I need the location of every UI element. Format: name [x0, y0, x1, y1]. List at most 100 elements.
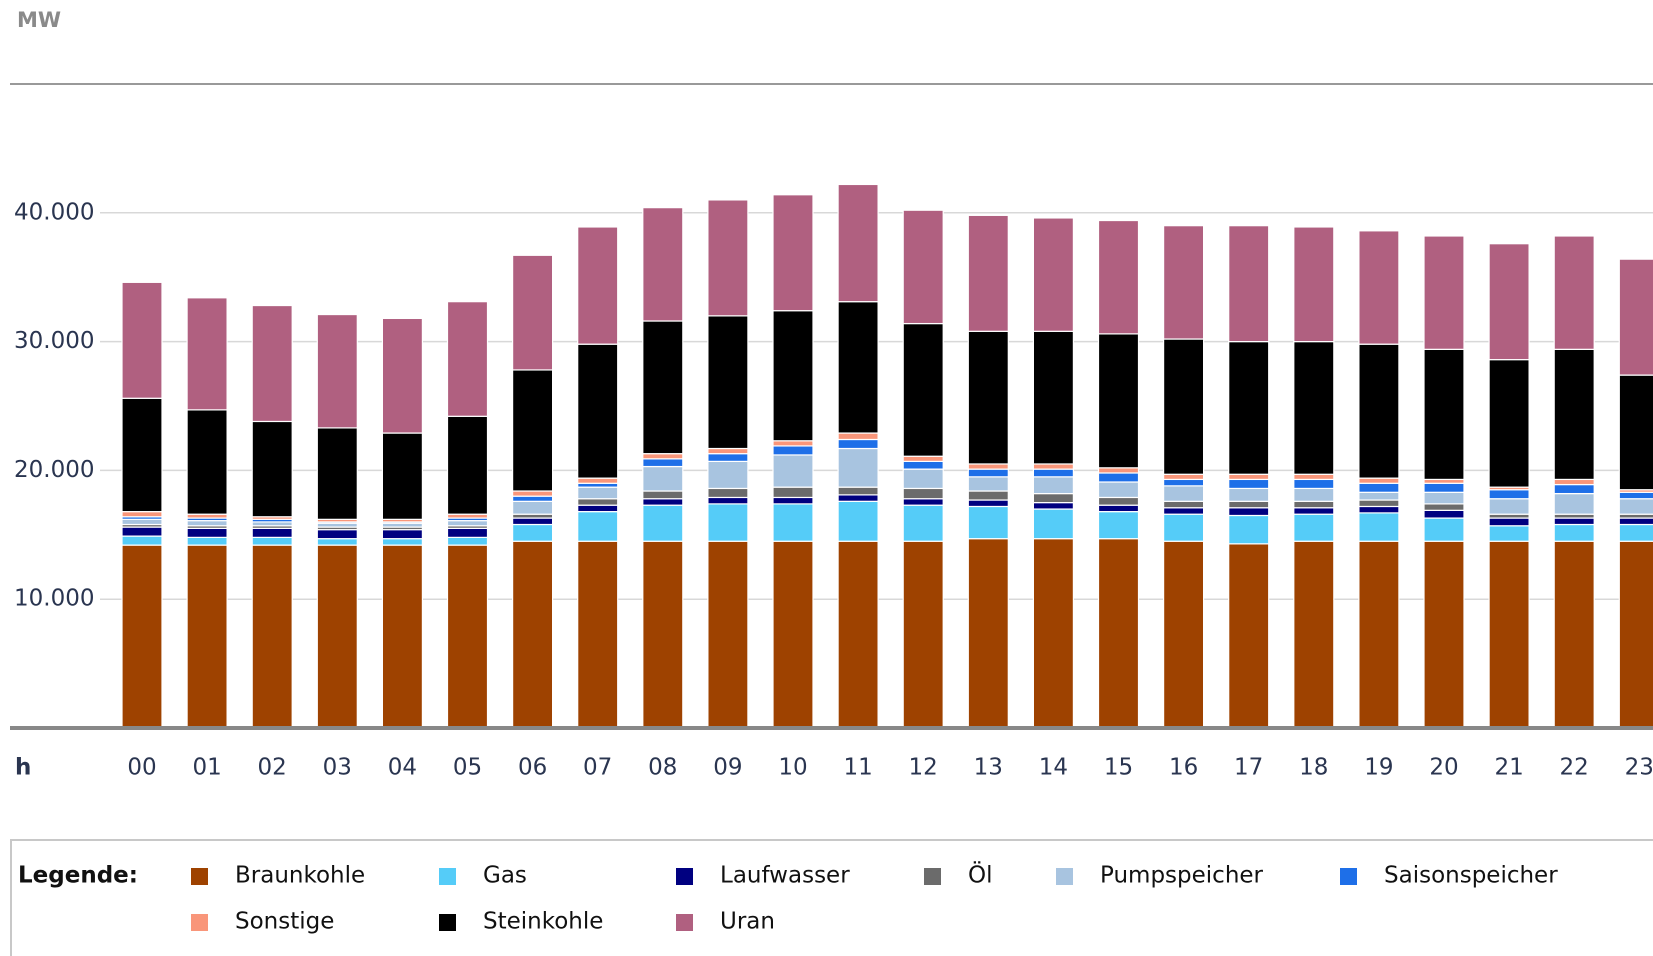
bar-segment — [837, 494, 879, 502]
x-tick-label: 19 — [1364, 755, 1393, 781]
legend-swatch — [191, 914, 208, 931]
legend-swatch — [439, 868, 456, 885]
x-tick-label: 05 — [453, 755, 482, 781]
x-tick-label: 09 — [713, 755, 742, 781]
bar-segment — [577, 226, 619, 345]
x-tick-label: 04 — [388, 755, 417, 781]
bar-segment — [1358, 540, 1400, 729]
x-tick-label: 23 — [1625, 755, 1653, 781]
bar-segment — [772, 310, 814, 442]
bar-segment — [642, 458, 684, 468]
bar-segment — [1228, 500, 1270, 509]
bar-segment — [1228, 225, 1270, 343]
bar-segment — [121, 518, 163, 526]
bar-segment — [837, 540, 879, 729]
bar-segment — [1358, 499, 1400, 508]
bar-segment — [772, 454, 814, 488]
bar-segment — [967, 499, 1009, 508]
x-tick-label: 17 — [1234, 755, 1263, 781]
bar-segment — [1293, 473, 1335, 481]
bar-segment — [511, 523, 554, 542]
bar-segment — [186, 409, 228, 515]
legend-box — [10, 839, 1653, 956]
bar-segment — [1358, 505, 1400, 514]
x-tick-label: 12 — [909, 755, 938, 781]
bar-segment — [251, 420, 293, 518]
bar-segment — [1488, 359, 1530, 488]
legend-label: Steinkohle — [483, 909, 603, 935]
bar-segment — [186, 527, 228, 538]
bar-segment — [967, 538, 1009, 729]
legend-swatch — [1056, 868, 1073, 885]
bar-segment — [577, 477, 619, 484]
bar-segment — [251, 544, 293, 729]
legend-label: Sonstige — [235, 909, 334, 935]
bar-segment — [511, 517, 554, 526]
bar-segment — [186, 544, 228, 729]
bar-segment — [967, 214, 1009, 332]
bar-segment — [1553, 235, 1595, 350]
y-axis-label: MW — [17, 8, 61, 32]
x-tick-label: 07 — [583, 755, 612, 781]
y-tick-label: 30.000 — [14, 328, 94, 354]
bar-segment — [316, 538, 358, 546]
bar-segment — [642, 498, 684, 506]
x-tick-label: 21 — [1494, 755, 1523, 781]
bar-segment — [1228, 473, 1270, 481]
bar-segment — [967, 468, 1009, 478]
x-tick-label: 03 — [323, 755, 352, 781]
bar-segment — [1162, 507, 1205, 515]
bar-segment — [186, 520, 228, 527]
bar-segment — [1032, 492, 1075, 504]
x-tick-label: 10 — [778, 755, 807, 781]
y-tick-label: 40.000 — [14, 199, 94, 225]
bar-segment — [1162, 485, 1205, 502]
bar-segment — [381, 544, 423, 729]
bar-segment — [121, 511, 163, 518]
bar-segment — [1162, 338, 1205, 475]
bar-segment — [1553, 348, 1595, 481]
bar-segment — [837, 486, 879, 496]
bar-segment — [902, 460, 944, 470]
bar-segment — [121, 535, 163, 546]
x-tick-label: 01 — [192, 755, 221, 781]
bar-segment — [1423, 540, 1465, 729]
x-tick-label: 02 — [258, 755, 287, 781]
bar-segment — [1488, 525, 1530, 542]
bar-segment — [1358, 482, 1400, 493]
bar-segment — [642, 453, 684, 460]
bar-segment — [1032, 468, 1075, 478]
bar-segment — [707, 199, 749, 317]
bar-segment — [1293, 513, 1335, 542]
legend-swatch — [1340, 868, 1357, 885]
bar-segment — [1162, 225, 1205, 340]
bar-segment — [577, 498, 619, 506]
x-tick-label: 15 — [1104, 755, 1133, 781]
legend-label: Saisonspeicher — [1384, 863, 1558, 889]
bar-segment — [1097, 219, 1140, 335]
bar-segment — [1097, 511, 1140, 540]
bar-segment — [1618, 258, 1653, 376]
bar-segment — [1293, 226, 1335, 343]
bar-segment — [1032, 502, 1075, 510]
legend-label: Öl — [968, 861, 993, 889]
bar-segment — [642, 320, 684, 455]
bar-segment — [1423, 503, 1465, 511]
bar-segment — [1097, 496, 1140, 506]
bar-segment — [1488, 540, 1530, 729]
bar-segment — [1358, 343, 1400, 479]
bar-segment — [446, 415, 489, 515]
x-axis-label: h — [15, 755, 31, 781]
bar-segment — [707, 487, 749, 499]
bar-segment — [642, 207, 684, 322]
bar-segment — [186, 536, 228, 546]
bar-segment — [1293, 500, 1335, 509]
bar-segment — [1618, 498, 1653, 515]
bar-segment — [1228, 543, 1270, 729]
bar-segment — [837, 500, 879, 542]
x-tick-label: 14 — [1039, 755, 1068, 781]
x-tick-label: 16 — [1169, 755, 1198, 781]
bar-segment — [1358, 230, 1400, 345]
bar-segment — [1097, 481, 1140, 499]
bar-segment — [1488, 489, 1530, 500]
